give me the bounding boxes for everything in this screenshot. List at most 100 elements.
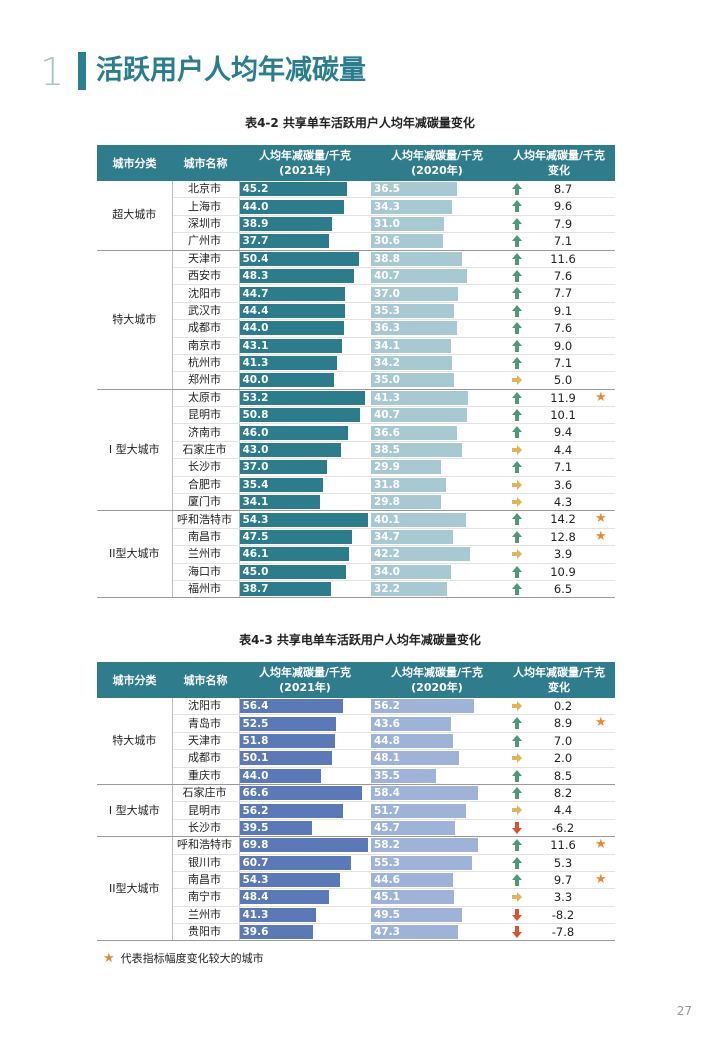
arrow-right-icon	[512, 892, 522, 903]
bar-2021-cell: 46.0	[239, 423, 371, 442]
bar-2020: 55.3	[371, 855, 472, 870]
bar-2021-cell: 37.0	[239, 458, 371, 477]
arrow-right-icon	[512, 549, 522, 560]
bar-2021-cell: 38.7	[239, 580, 371, 599]
change-cell: 3.9	[503, 545, 615, 564]
bar-2021-label: 37.7	[242, 235, 269, 248]
arrow-up-icon	[512, 873, 522, 886]
bar-2021-cell: 44.0	[239, 319, 371, 338]
city-name: 石家庄市	[172, 784, 240, 803]
bar-2021-label: 50.8	[242, 409, 269, 422]
city-name: 长沙市	[172, 458, 240, 477]
bar-2020-label: 36.5	[374, 183, 400, 196]
page-number: 27	[676, 1004, 692, 1018]
bar-2021-label: 45.2	[242, 183, 269, 196]
table-row: 西安市 48.3 40.7 7.6	[97, 267, 615, 286]
arrow-up-icon	[512, 582, 522, 595]
bar-2020-cell: 34.0	[371, 563, 503, 581]
city-name: 武汉市	[172, 302, 240, 321]
bar-2021-label: 60.7	[242, 856, 269, 869]
bar-2021-cell: 41.3	[239, 354, 371, 373]
star-icon: ★	[595, 528, 607, 544]
change-value: 2.0	[553, 751, 573, 766]
bar-2020-cell: 44.6	[371, 871, 503, 890]
bar-2021: 44.0	[239, 321, 344, 336]
change-value: 9.4	[553, 425, 573, 440]
bar-2020-label: 41.3	[374, 391, 400, 404]
change-value: 3.6	[553, 477, 573, 492]
bar-2020-cell: 56.2	[371, 698, 503, 716]
table-row: 天津市 51.8 44.8 7.0	[97, 732, 615, 751]
bar-2020-cell: 29.8	[371, 493, 503, 512]
bar-2020: 37.0	[371, 286, 458, 301]
bar-2020-label: 56.2	[374, 700, 400, 713]
bar-2020-label: 40.7	[374, 270, 400, 283]
change-cell: 8.5	[503, 767, 615, 785]
section-title: 活跃用户人均年减碳量	[96, 55, 366, 86]
bar-2021-cell: 39.6	[239, 923, 371, 942]
arrow-up-icon	[512, 461, 522, 474]
table2-caption: 表4-3 共享电单车活跃用户人均年减碳量变化	[239, 633, 481, 647]
bar-2020-label: 44.8	[374, 734, 400, 747]
bar-2021-cell: 53.2	[239, 389, 371, 408]
arrow-right-icon	[512, 805, 522, 816]
bar-2021-cell: 48.4	[239, 888, 371, 907]
bar-2021: 54.3	[239, 512, 368, 527]
bar-2020-label: 40.7	[374, 409, 400, 422]
bar-2020: 40.7	[371, 269, 467, 284]
table-row: 青岛市 52.5 43.6 8.9 ★	[97, 714, 615, 733]
bar-2020: 36.6	[371, 425, 457, 440]
table-row: 杭州市 41.3 34.2 7.1	[97, 354, 615, 373]
city-name: 兰州市	[172, 545, 240, 564]
star-icon: ★	[595, 837, 607, 853]
bar-2020-cell: 38.8	[371, 250, 503, 268]
change-cell: -8.2	[503, 906, 615, 925]
city-name: 上海市	[172, 197, 240, 216]
bar-2020-cell: 45.7	[371, 819, 503, 838]
table-row: 昆明市 50.8 40.7 10.1	[97, 406, 615, 425]
bar-2021-cell: 45.2	[239, 181, 371, 199]
change-cell: 7.9	[503, 215, 615, 234]
change-value: 5.3	[553, 855, 573, 870]
bar-2020-label: 40.1	[374, 513, 400, 526]
city-name: 杭州市	[172, 354, 240, 373]
change-cell: 8.7	[503, 181, 615, 199]
table-row: 南昌市 54.3 44.6 9.7 ★	[97, 871, 615, 890]
bar-2021: 39.6	[239, 925, 313, 940]
change-value: 6.5	[553, 581, 573, 596]
bar-2021: 43.0	[239, 443, 341, 458]
bar-2021: 44.7	[239, 286, 345, 301]
bar-2021: 56.4	[239, 699, 343, 714]
header-category: 城市分类	[97, 145, 172, 181]
bar-2021-label: 54.3	[242, 874, 269, 887]
change-cell: 4.3	[503, 493, 615, 512]
arrow-up-icon	[512, 734, 522, 747]
change-value: 10.9	[550, 564, 576, 579]
change-cell: -6.2	[503, 819, 615, 838]
table-row: 兰州市 46.1 42.2 3.9	[97, 545, 615, 564]
city-name: 西安市	[172, 267, 240, 286]
bar-2020-cell: 34.2	[371, 354, 503, 373]
bar-2021: 56.2	[239, 803, 343, 818]
bar-2020: 40.1	[371, 512, 466, 527]
change-cell: 7.7	[503, 284, 615, 303]
change-cell: 4.4	[503, 801, 615, 820]
city-name: 海口市	[172, 563, 240, 581]
city-name: 长沙市	[172, 819, 240, 838]
arrow-down-icon	[512, 821, 522, 834]
bar-2020: 47.3	[371, 925, 458, 940]
city-category: I 型大城市	[97, 784, 173, 838]
bar-2020-label: 30.6	[374, 235, 400, 248]
city-name: 南昌市	[172, 871, 240, 890]
section-accent-bar	[78, 52, 86, 90]
arrow-right-icon	[512, 479, 522, 490]
bar-2020-cell: 31.8	[371, 476, 503, 495]
bar-2020-label: 58.2	[374, 839, 400, 852]
bar-2020-cell: 35.3	[371, 302, 503, 321]
change-value: 5.0	[553, 373, 573, 388]
bar-2021-cell: 44.7	[239, 284, 371, 303]
bar-2021: 46.1	[239, 547, 349, 562]
bar-2020: 31.8	[371, 477, 446, 492]
table-row: 南宁市 48.4 45.1 3.3	[97, 888, 615, 907]
bar-2020: 38.8	[371, 251, 462, 266]
